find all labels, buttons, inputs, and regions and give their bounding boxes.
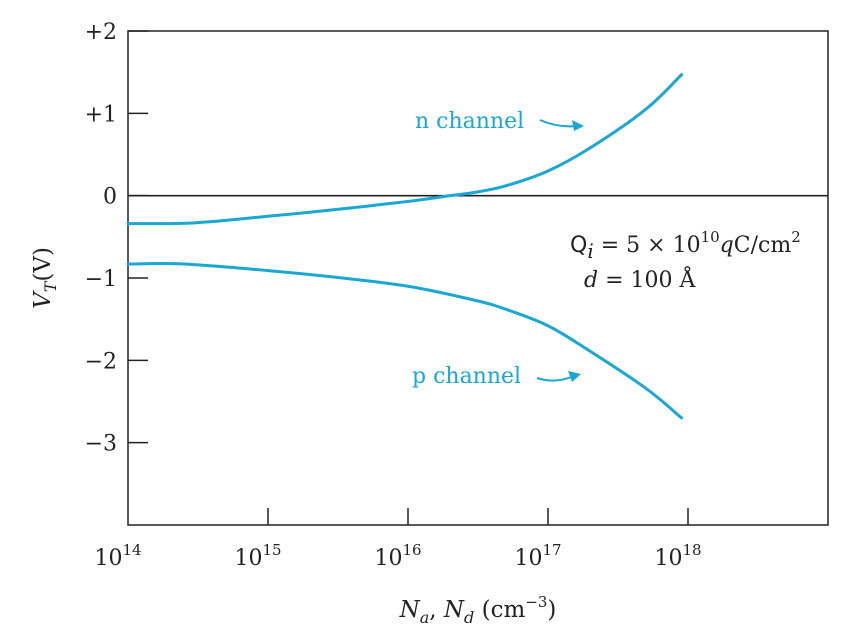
plot-frame: [127, 30, 829, 526]
y-tick-label: +2: [85, 20, 117, 45]
y-tick-label: 0: [103, 185, 117, 210]
y-tick-label: +1: [85, 102, 117, 127]
annotation-charge: Qi = 5 × 1010qC/cm2: [570, 228, 801, 263]
x-tick-label: 1014: [94, 541, 141, 571]
x-tick-label: 1015: [234, 541, 281, 571]
p-channel-arrow: [536, 375, 575, 382]
x-axis-title: Na, Nd (cm−3): [399, 593, 557, 627]
x-axis-ticks: 1014 1015 1016 1017 1018: [94, 508, 702, 571]
n-channel-label: n channel: [415, 109, 524, 134]
n-channel-curve: [126, 73, 684, 226]
annotation-thickness: d = 100 Å: [584, 265, 696, 293]
x-tick-label: 1016: [374, 541, 421, 571]
y-tick-label: −1: [85, 267, 117, 292]
y-tick-label: −3: [85, 432, 117, 457]
x-tick-label: 1017: [514, 541, 561, 571]
p-channel-label: p channel: [412, 364, 521, 389]
p-channel-curve: [126, 262, 684, 420]
series-curves: [126, 73, 684, 420]
y-axis-title: VT(V): [30, 247, 60, 309]
y-axis-ticks: +2 +1 0 −1 −2 −3: [85, 20, 148, 457]
p-channel-arrowhead: [568, 371, 581, 382]
x-tick-label: 1018: [654, 541, 701, 571]
y-tick-label: −2: [85, 349, 117, 374]
n-channel-arrowhead: [572, 120, 584, 131]
